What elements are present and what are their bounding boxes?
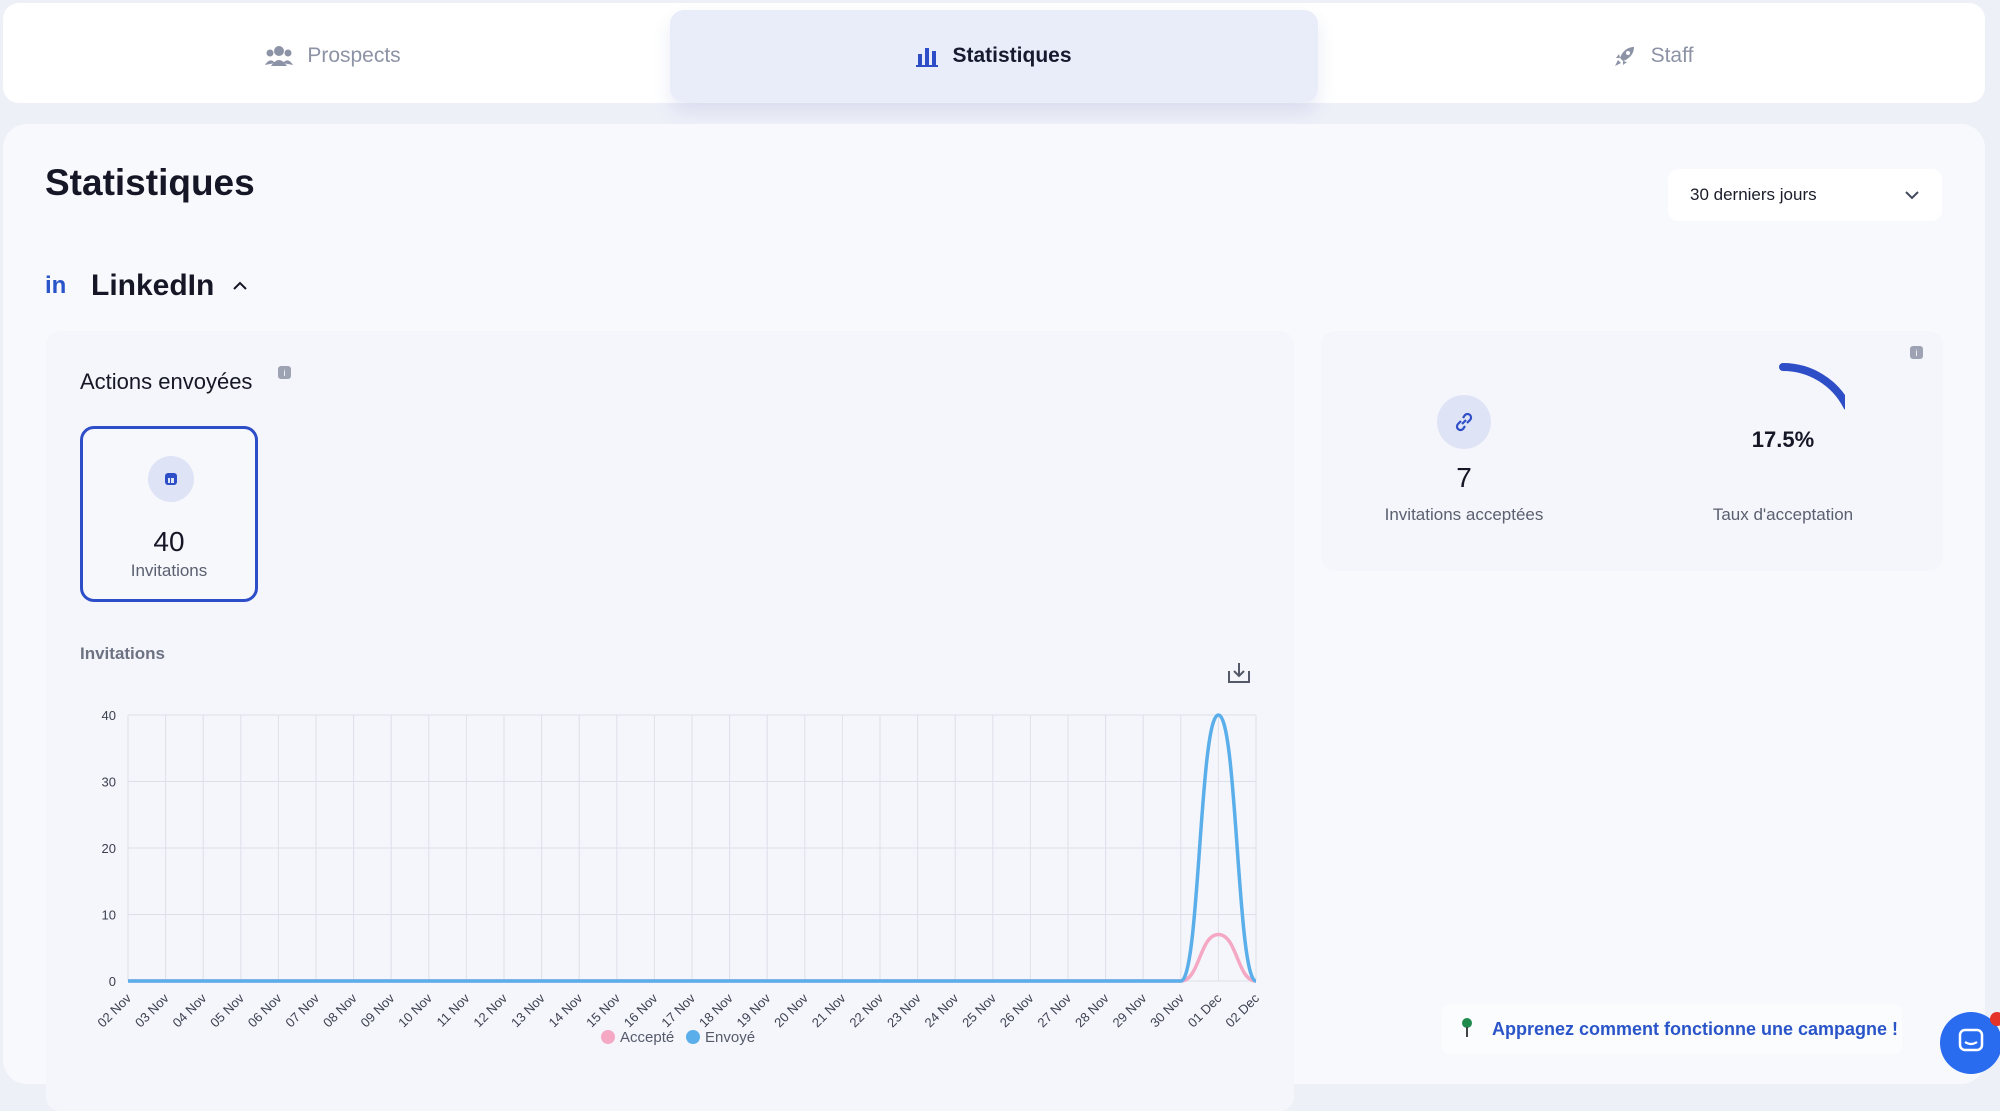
x-tick-label: 18 Nov [696, 990, 736, 1030]
x-tick-label: 17 Nov [658, 990, 698, 1030]
legend-marker [601, 1030, 615, 1044]
x-tick-label: 22 Nov [846, 990, 886, 1030]
legend-label: Accepté [620, 1029, 674, 1046]
x-tick-label: 06 Nov [245, 990, 285, 1030]
x-tick-label: 05 Nov [207, 990, 247, 1030]
x-tick-label: 01 Dec [1185, 990, 1225, 1030]
x-tick-label: 21 Nov [809, 990, 849, 1030]
help-banner[interactable]: Apprenez comment fonctionne une campagne… [1442, 1004, 1902, 1054]
section-title: LinkedIn [91, 269, 214, 303]
x-tick-label: 02 Dec [1222, 990, 1262, 1030]
x-tick-label: 07 Nov [282, 990, 322, 1030]
tab-statistiques[interactable]: Statistiques [670, 10, 1318, 102]
info-icon[interactable]: i [1910, 346, 1923, 359]
x-tick-label: 24 Nov [922, 990, 962, 1030]
x-tick-label: 12 Nov [470, 990, 510, 1030]
statistics-panel: Statistiques 30 derniers jours in Linked… [3, 124, 1985, 1084]
x-tick-label: 27 Nov [1034, 990, 1074, 1030]
y-tick-label: 40 [102, 708, 116, 723]
x-tick-label: 14 Nov [546, 990, 586, 1030]
y-tick-label: 10 [102, 908, 116, 923]
x-tick-label: 16 Nov [621, 990, 661, 1030]
people-icon [265, 45, 293, 67]
y-tick-label: 20 [102, 841, 116, 856]
linkedin-section-header[interactable]: in LinkedIn [45, 262, 248, 310]
x-tick-label: 26 Nov [997, 990, 1037, 1030]
y-tick-label: 0 [109, 974, 116, 989]
help-banner-text: Apprenez comment fonctionne une campagne… [1492, 1019, 1898, 1040]
gauge-arc [1783, 367, 1845, 406]
x-tick-label: 15 Nov [583, 990, 623, 1030]
x-tick-label: 09 Nov [358, 990, 398, 1030]
notification-badge [1990, 1012, 2000, 1026]
actions-card: Actions envoyées i 40 Invitations Invita… [46, 331, 1294, 1111]
acceptance-rate-label: Taux d'acceptation [1683, 505, 1883, 525]
x-tick-label: 20 Nov [771, 990, 811, 1030]
x-tick-label: 02 Nov [94, 990, 134, 1030]
x-tick-label: 23 Nov [884, 990, 924, 1030]
x-tick-label: 29 Nov [1110, 990, 1150, 1030]
x-tick-label: 13 Nov [508, 990, 548, 1030]
acceptance-rate-value: 17.5% [1703, 427, 1863, 453]
rocket-icon [1613, 44, 1637, 68]
accepted-invitations-value: 7 [1361, 462, 1567, 494]
tab-prospects[interactable]: Prospects [163, 10, 503, 102]
tab-label: Staff [1651, 44, 1694, 68]
x-tick-label: 04 Nov [170, 990, 210, 1030]
x-tick-label: 28 Nov [1072, 990, 1112, 1030]
x-tick-label: 08 Nov [320, 990, 360, 1030]
legend-label: Envoyé [705, 1029, 755, 1046]
x-tick-label: 10 Nov [395, 990, 435, 1030]
top-navigation: Prospects Statistiques Staff [3, 3, 1985, 103]
page-title: Statistiques [45, 162, 255, 204]
link-icon [1437, 395, 1491, 449]
acceptance-card: i 7 Invitations acceptées 17.5% Taux d'a… [1321, 331, 1943, 571]
x-tick-label: 19 Nov [734, 990, 774, 1030]
period-select-value: 30 derniers jours [1690, 185, 1817, 205]
x-tick-label: 30 Nov [1147, 990, 1187, 1030]
tab-label: Statistiques [952, 44, 1071, 68]
x-tick-label: 25 Nov [959, 990, 999, 1030]
tab-label: Prospects [307, 44, 400, 68]
legend-marker [686, 1030, 700, 1044]
x-tick-label: 03 Nov [132, 990, 172, 1030]
chat-icon [1958, 1028, 1984, 1059]
y-tick-label: 30 [102, 775, 116, 790]
chevron-down-icon [1904, 185, 1920, 205]
accepted-invitations-label: Invitations acceptées [1341, 505, 1587, 525]
pin-icon [1460, 1017, 1474, 1042]
linkedin-logo: in [45, 272, 91, 300]
period-select[interactable]: 30 derniers jours [1668, 169, 1942, 221]
bar-chart-icon [916, 45, 938, 67]
x-tick-label: 11 Nov [433, 990, 472, 1029]
chevron-up-icon[interactable] [232, 281, 248, 291]
tab-staff[interactable]: Staff [1483, 10, 1823, 102]
